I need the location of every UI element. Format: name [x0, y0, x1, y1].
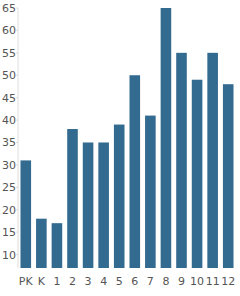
bar	[207, 53, 218, 268]
bar	[223, 84, 234, 268]
y-tick	[16, 164, 18, 165]
y-tick	[16, 75, 18, 76]
y-tick-label: 15	[2, 226, 16, 239]
y-tick-label: 30	[2, 159, 16, 172]
bar	[129, 75, 140, 268]
bar	[98, 142, 109, 268]
y-tick	[16, 209, 18, 210]
bar	[67, 129, 78, 268]
y-axis-line	[18, 8, 19, 268]
x-tick-label: PK	[19, 275, 34, 288]
bar	[114, 125, 125, 268]
y-tick-label: 40	[2, 114, 16, 127]
y-tick-label: 65	[2, 2, 16, 15]
y-tick	[16, 187, 18, 188]
chart-container: 101520253035404550556065PKK1234567891011…	[0, 0, 240, 296]
x-tick-label: 4	[100, 275, 107, 288]
bar	[192, 80, 203, 268]
x-tick-label: 9	[178, 275, 185, 288]
y-tick-label: 20	[2, 204, 16, 217]
x-tick-label: 10	[190, 275, 204, 288]
y-tick-label: 10	[2, 249, 16, 262]
bars	[20, 8, 233, 268]
y-tick	[16, 52, 18, 53]
bar	[83, 142, 94, 268]
bar	[176, 53, 187, 268]
y-tick-label: 45	[2, 92, 16, 105]
chart-svg: 101520253035404550556065PKK1234567891011…	[0, 0, 240, 296]
y-tick	[16, 232, 18, 233]
y-tick-label: 60	[2, 24, 16, 37]
x-tick-label: 3	[85, 275, 92, 288]
x-tick-label: 12	[221, 275, 235, 288]
y-tick	[16, 142, 18, 143]
bar	[161, 8, 172, 268]
y-tick	[16, 8, 18, 9]
y-tick-label: 35	[2, 136, 16, 149]
x-tick-label: 2	[69, 275, 76, 288]
bar	[20, 160, 31, 268]
y-tick-label: 25	[2, 181, 16, 194]
bar	[36, 219, 47, 268]
x-tick-label: 6	[131, 275, 138, 288]
y-tick-label: 50	[2, 69, 16, 82]
x-tick-label: K	[38, 275, 46, 288]
y-tick	[16, 97, 18, 98]
bar	[52, 223, 63, 268]
x-tick-label: 5	[116, 275, 123, 288]
y-tick-label: 55	[2, 47, 16, 60]
y-tick	[16, 30, 18, 31]
x-tick-label: 1	[53, 275, 60, 288]
y-tick	[16, 120, 18, 121]
bar	[145, 116, 156, 268]
x-tick-label: 8	[162, 275, 169, 288]
x-tick-label: 7	[147, 275, 154, 288]
y-tick	[16, 254, 18, 255]
x-tick-label: 11	[206, 275, 220, 288]
